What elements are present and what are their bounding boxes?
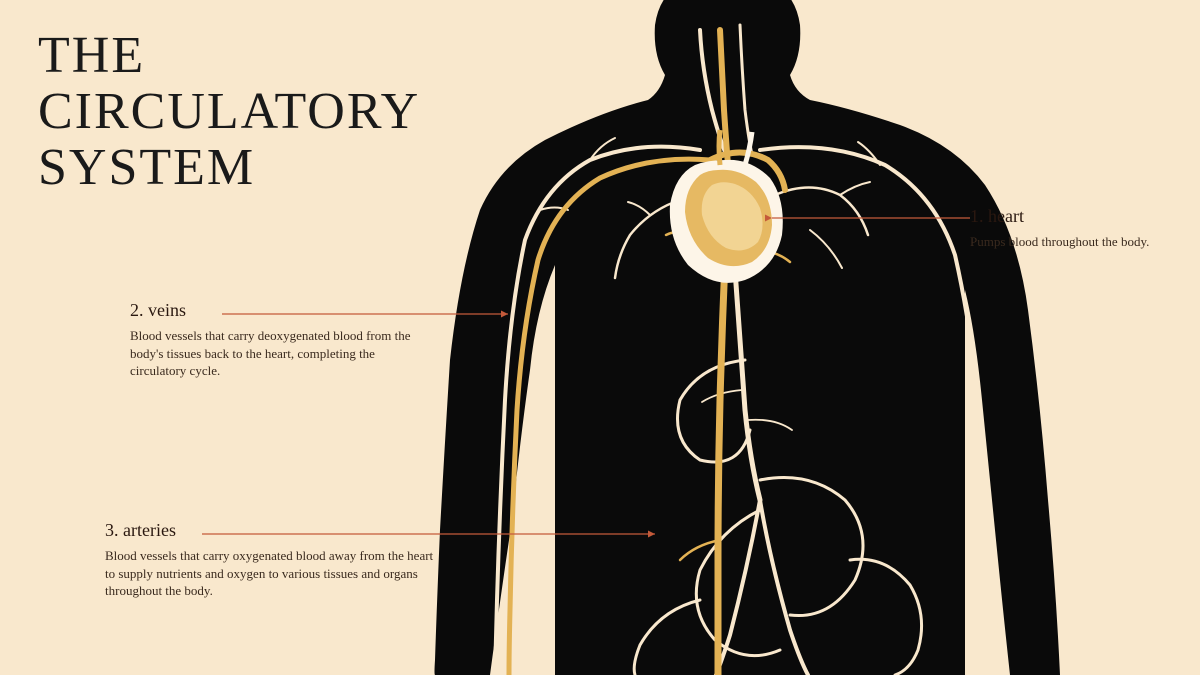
label-heart: 1. heart Pumps blood throughout the body…: [970, 206, 1149, 251]
label-veins: 2. veins Blood vessels that carry deoxyg…: [130, 300, 420, 380]
label-veins-desc: Blood vessels that carry deoxygenated bl…: [130, 327, 420, 380]
body-silhouette: [435, 0, 1061, 675]
label-arteries-title: 3. arteries: [105, 520, 435, 541]
label-arteries: 3. arteries Blood vessels that carry oxy…: [105, 520, 435, 600]
label-heart-title: 1. heart: [970, 206, 1149, 227]
label-heart-desc: Pumps blood throughout the body.: [970, 233, 1149, 251]
label-veins-title: 2. veins: [130, 300, 420, 321]
label-arteries-desc: Blood vessels that carry oxygenated bloo…: [105, 547, 435, 600]
